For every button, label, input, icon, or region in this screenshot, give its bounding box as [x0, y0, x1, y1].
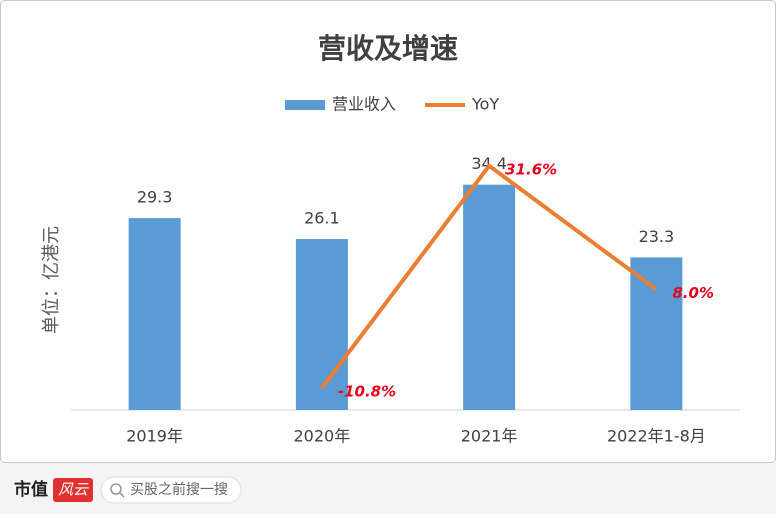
y-axis-label: 单位：亿港元 — [41, 226, 62, 334]
line-value-label: 31.6% — [505, 160, 557, 178]
bar-value-label: 29.3 — [137, 188, 173, 207]
x-tick-label: 2022年1-8月 — [607, 427, 706, 446]
line-value-label: 8.0% — [672, 284, 714, 302]
bar — [128, 218, 181, 410]
search-placeholder[interactable]: 买股之前搜一搜 — [130, 481, 228, 498]
bar — [630, 257, 683, 410]
footer-logo: 风云 — [58, 481, 89, 499]
line — [320, 163, 658, 390]
chart-title: 营收及增速 — [318, 32, 458, 65]
legend-swatch — [285, 100, 325, 110]
legend-label: 营业收入 — [332, 95, 396, 114]
footer-brand: 市值 — [14, 479, 48, 500]
search-icon-handle — [119, 492, 125, 498]
bar — [463, 184, 516, 410]
line-value-label: -10.8% — [338, 382, 396, 400]
footer-logo-box — [53, 478, 93, 502]
bar-value-label: 26.1 — [304, 209, 340, 228]
search-box[interactable] — [100, 476, 242, 504]
bar — [295, 239, 348, 410]
bar-value-label: 23.3 — [639, 227, 675, 246]
legend-label: YoY — [471, 95, 499, 114]
x-tick-label: 2021年 — [461, 427, 518, 446]
x-tick-label: 2020年 — [294, 427, 351, 446]
x-tick-label: 2019年 — [126, 427, 183, 446]
search-icon — [110, 483, 122, 495]
bar-value-label: 34.4 — [471, 154, 507, 173]
